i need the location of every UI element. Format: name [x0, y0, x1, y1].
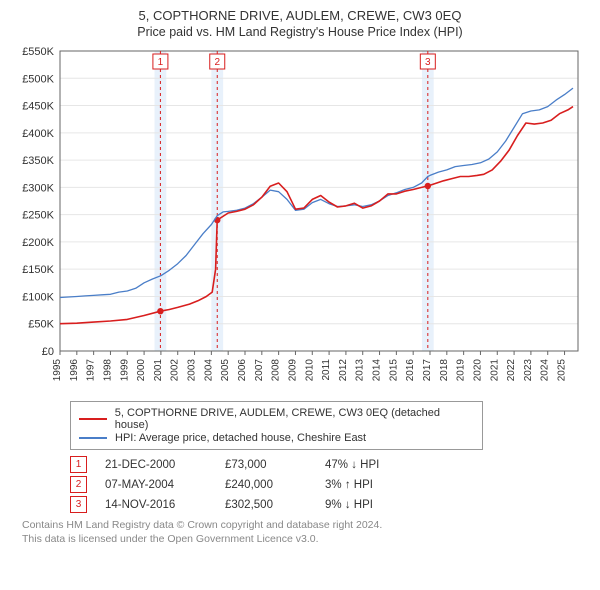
sale-marker: 2 — [70, 476, 87, 493]
svg-text:2016: 2016 — [405, 359, 416, 382]
svg-text:2023: 2023 — [523, 359, 534, 382]
svg-text:2002: 2002 — [170, 359, 181, 382]
svg-text:2015: 2015 — [388, 359, 399, 382]
svg-text:2017: 2017 — [422, 359, 433, 382]
svg-text:£300K: £300K — [22, 182, 54, 194]
svg-text:£400K: £400K — [22, 128, 54, 140]
svg-text:£350K: £350K — [22, 155, 54, 167]
svg-text:2022: 2022 — [506, 359, 517, 382]
legend-label: 5, COPTHORNE DRIVE, AUDLEM, CREWE, CW3 0… — [115, 407, 474, 431]
legend-item: 5, COPTHORNE DRIVE, AUDLEM, CREWE, CW3 0… — [79, 407, 474, 431]
sale-date: 07-MAY-2004 — [105, 479, 225, 491]
sale-date: 21-DEC-2000 — [105, 459, 225, 471]
page-root: 5, COPTHORNE DRIVE, AUDLEM, CREWE, CW3 0… — [0, 0, 600, 590]
svg-text:1997: 1997 — [86, 359, 97, 382]
svg-text:2009: 2009 — [287, 359, 298, 382]
sale-diff: 9% ↓ HPI — [325, 499, 445, 511]
svg-text:2021: 2021 — [489, 359, 500, 382]
svg-text:£450K: £450K — [22, 101, 54, 113]
svg-text:2005: 2005 — [220, 359, 231, 382]
svg-text:2012: 2012 — [338, 359, 349, 382]
svg-text:1999: 1999 — [119, 359, 130, 382]
sale-row: 1 21-DEC-2000£73,00047% ↓ HPI — [70, 456, 590, 473]
svg-text:2003: 2003 — [187, 359, 198, 382]
sale-diff: 47% ↓ HPI — [325, 459, 445, 471]
svg-text:2014: 2014 — [372, 359, 383, 382]
svg-text:1996: 1996 — [69, 359, 80, 382]
disclaimer: Contains HM Land Registry data © Crown c… — [22, 519, 590, 546]
sale-price: £73,000 — [225, 459, 325, 471]
svg-text:£250K: £250K — [22, 210, 54, 222]
sale-marker: 3 — [70, 496, 87, 513]
svg-text:2001: 2001 — [153, 359, 164, 382]
svg-text:2020: 2020 — [472, 359, 483, 382]
sales-table: 1 21-DEC-2000£73,00047% ↓ HPI 2 07-MAY-2004… — [70, 456, 590, 513]
sale-date: 14-NOV-2016 — [105, 499, 225, 511]
svg-text:2024: 2024 — [540, 359, 551, 382]
chart-subtitle: Price paid vs. HM Land Registry's House … — [10, 25, 590, 39]
svg-text:£500K: £500K — [22, 73, 54, 85]
sale-row: 2 07-MAY-2004£240,0003% ↑ HPI — [70, 476, 590, 493]
svg-text:1: 1 — [158, 57, 164, 68]
svg-text:2019: 2019 — [456, 359, 467, 382]
svg-text:2006: 2006 — [237, 359, 248, 382]
sale-price: £240,000 — [225, 479, 325, 491]
legend-item: HPI: Average price, detached house, Ches… — [79, 432, 474, 444]
svg-text:1995: 1995 — [52, 359, 63, 382]
sale-price: £302,500 — [225, 499, 325, 511]
legend: 5, COPTHORNE DRIVE, AUDLEM, CREWE, CW3 0… — [70, 401, 483, 450]
price-chart: £0 £50K £100K £150K £200K £250K £300K £350K £400… — [10, 43, 590, 393]
svg-text:2004: 2004 — [203, 359, 214, 382]
disclaimer-line: This data is licensed under the Open Gov… — [22, 533, 590, 547]
svg-text:£50K: £50K — [28, 319, 54, 331]
svg-text:1998: 1998 — [102, 359, 113, 382]
svg-text:£100K: £100K — [22, 291, 54, 303]
svg-text:2008: 2008 — [271, 359, 282, 382]
legend-swatch — [79, 437, 107, 439]
svg-text:£200K: £200K — [22, 237, 54, 249]
sale-row: 3 14-NOV-2016£302,5009% ↓ HPI — [70, 496, 590, 513]
svg-text:£0: £0 — [42, 346, 54, 358]
svg-text:2: 2 — [214, 57, 220, 68]
sale-marker: 1 — [70, 456, 87, 473]
svg-text:2018: 2018 — [439, 359, 450, 382]
legend-label: HPI: Average price, detached house, Ches… — [115, 432, 366, 444]
svg-text:2007: 2007 — [254, 359, 265, 382]
svg-text:£150K: £150K — [22, 264, 54, 276]
svg-text:2011: 2011 — [321, 359, 332, 381]
svg-text:2025: 2025 — [557, 359, 568, 382]
chart-title: 5, COPTHORNE DRIVE, AUDLEM, CREWE, CW3 0… — [10, 8, 590, 23]
svg-text:2000: 2000 — [136, 359, 147, 382]
svg-text:£550K: £550K — [22, 46, 54, 58]
svg-text:3: 3 — [425, 57, 431, 68]
svg-text:2010: 2010 — [304, 359, 315, 382]
sale-diff: 3% ↑ HPI — [325, 479, 445, 491]
svg-text:2013: 2013 — [355, 359, 366, 382]
legend-swatch — [79, 418, 107, 420]
disclaimer-line: Contains HM Land Registry data © Crown c… — [22, 519, 590, 533]
